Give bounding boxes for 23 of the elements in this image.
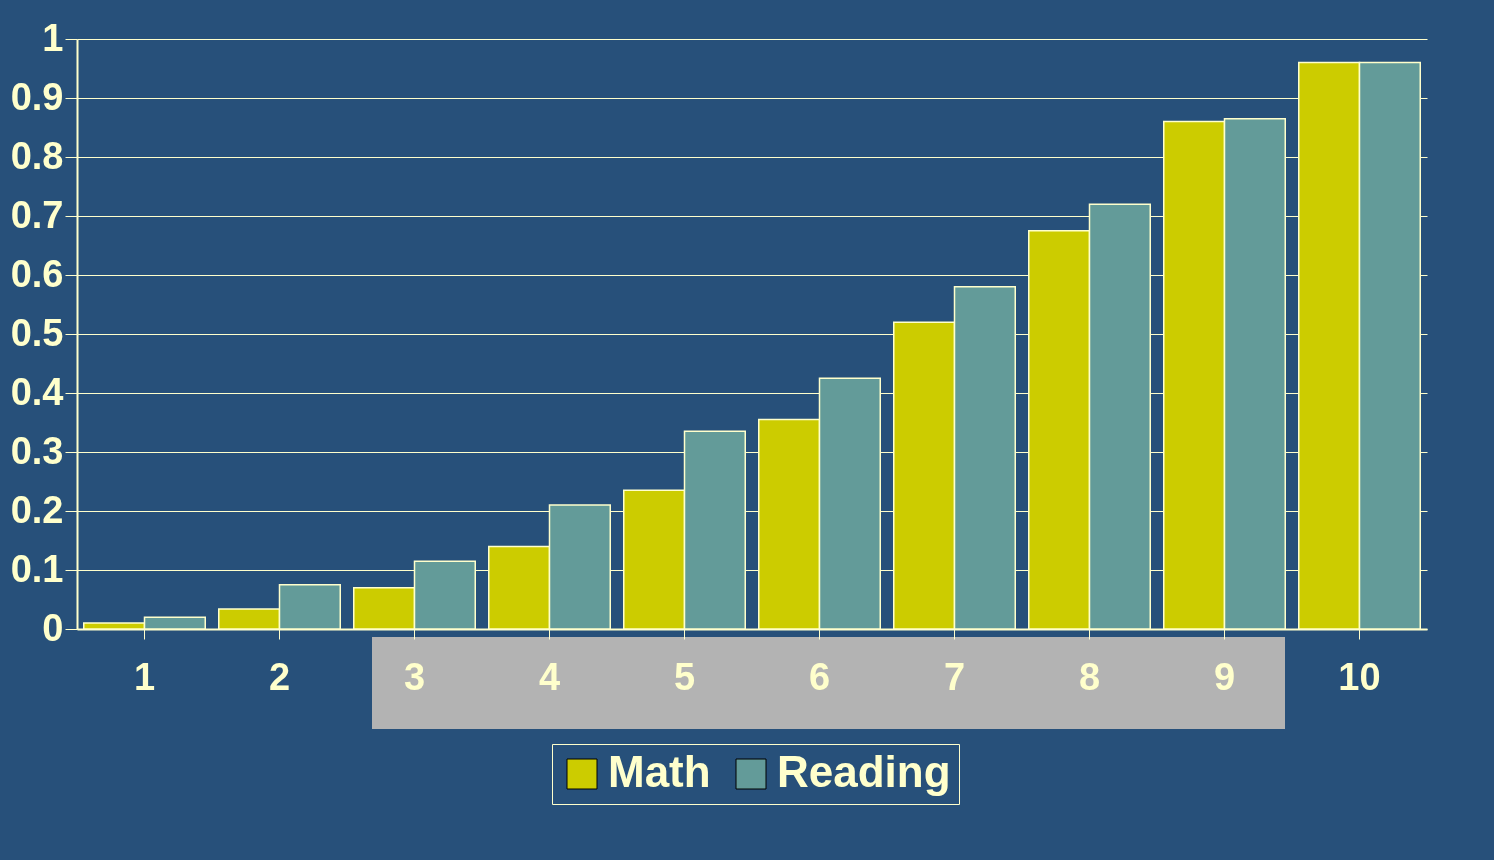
x-tick-label: 10 [1338,655,1381,698]
legend-label: Math [608,747,711,796]
y-tick-label: 0.3 [10,429,64,472]
x-tick-label: 5 [673,655,696,698]
x-tick-label: 1 [133,655,156,698]
y-tick-label: 1 [42,16,64,59]
y-tick-label: 0.5 [10,311,64,354]
x-tick-label: 7 [943,655,966,698]
x-tick-label: 6 [808,655,831,698]
x-tick-label: 2 [268,655,291,698]
y-tick-label: 0.4 [10,370,64,413]
y-tick-label: 0.8 [10,134,64,177]
y-tick-label: 0.2 [10,488,64,531]
y-tick-label: 0.7 [10,193,64,236]
y-tick-label: 0.1 [10,547,64,590]
x-tick-label: 9 [1213,655,1236,698]
y-tick-label: 0 [42,606,64,649]
x-tick-label: 8 [1078,655,1101,698]
x-tick-label: 3 [403,655,426,698]
legend-label: Reading [777,747,951,796]
y-tick-label: 0.9 [10,75,64,118]
y-tick-label: 0.6 [10,252,64,295]
x-tick-label: 4 [538,655,561,698]
